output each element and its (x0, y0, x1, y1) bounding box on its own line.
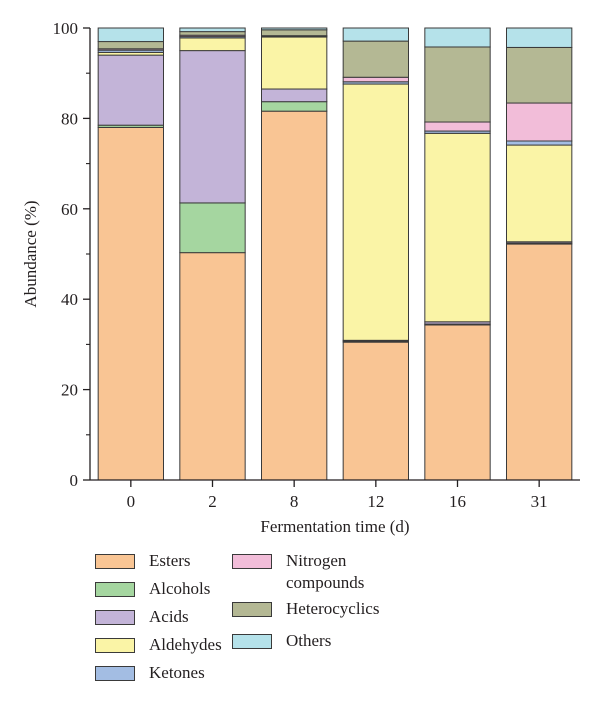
legend-label: Heterocyclics (286, 598, 380, 618)
bar-segment-others-day-12 (342, 27, 409, 42)
bar-segment-aldehydes-day-8 (261, 36, 328, 90)
bar-segment-alcohols-day-2 (179, 202, 246, 254)
legend-item: Heterocyclics (232, 598, 379, 620)
bar-segment-acids-day-8 (261, 88, 328, 103)
legend-item: Nitrogen compounds (232, 550, 364, 594)
legend-item: Alcohols (95, 578, 210, 600)
y-tick-label: 100 (53, 19, 79, 38)
bar-segment-aldehydes-day-16 (424, 132, 491, 323)
y-tick-label: 0 (70, 471, 79, 490)
bar-segment-nitrogen-compounds-day-31 (506, 102, 573, 142)
legend-label: Others (286, 630, 332, 650)
bar-segment-heterocyclics-day-2 (179, 31, 246, 36)
x-tick-label: 16 (449, 492, 466, 511)
bar-segment-acids-day-0 (97, 54, 164, 126)
x-tick-label: 31 (531, 492, 548, 511)
x-axis-title: Fermentation time (d) (260, 517, 409, 536)
bar-segment-others-day-2 (179, 27, 246, 33)
legend-label: Aldehydes (149, 635, 222, 654)
legend-item: Others (232, 630, 331, 652)
legend-item: Ketones (95, 662, 205, 684)
legend-item: Esters (95, 550, 191, 572)
legend-swatch (95, 638, 135, 653)
legend-label: Esters (149, 551, 191, 570)
x-ticks-group: 0 2 8 12 16 31 (127, 480, 548, 511)
bar-segment-alcohols-day-8 (261, 101, 328, 112)
y-ticks-group: 0 20 40 60 80 100 (53, 19, 90, 490)
bar-segment-esters-day-0 (97, 126, 164, 481)
bar-segment-heterocyclics-day-31 (506, 46, 573, 104)
legend-label: Nitrogen compounds (286, 551, 365, 592)
y-tick-label: 20 (61, 381, 78, 400)
legend-swatch (95, 610, 135, 625)
legend-label: Alcohols (149, 579, 211, 598)
legend-item: Acids (95, 606, 189, 628)
y-tick-label: 40 (61, 290, 78, 309)
bar-segment-esters-day-31 (506, 243, 573, 481)
bar-segment-heterocyclics-day-8 (261, 29, 328, 37)
bar-segment-esters-day-8 (261, 110, 328, 481)
legend-swatch (232, 633, 272, 649)
bar-segment-nitrogen-compounds-day-16 (424, 121, 491, 132)
x-tick-label: 0 (127, 492, 136, 511)
bar-segment-aldehydes-day-31 (506, 144, 573, 243)
bar-segment-heterocyclics-day-0 (97, 41, 164, 50)
x-tick-label: 2 (208, 492, 217, 511)
bar-segment-aldehydes-day-12 (342, 83, 409, 341)
legend-swatch (232, 601, 272, 617)
legend-item: Aldehydes (95, 634, 222, 656)
bar-segment-ketones-day-31 (506, 140, 573, 146)
x-tick-label: 8 (290, 492, 299, 511)
legend-swatch (95, 666, 135, 681)
bar-segment-others-day-16 (424, 27, 491, 48)
legend-label: Acids (149, 607, 189, 626)
legend: Esters Alcohols Acids Aldehydes Ketones Nitro… (0, 540, 600, 710)
y-tick-label: 80 (61, 109, 78, 128)
legend-swatch (95, 582, 135, 597)
bar-segment-aldehydes-day-2 (179, 37, 246, 52)
bar-segment-nitrogen-compounds-day-12 (342, 76, 409, 83)
x-tick-label: 12 (367, 492, 384, 511)
y-axis-title: Abundance (%) (21, 200, 40, 307)
bar-segment-others-day-0 (97, 27, 164, 43)
bars-group (97, 27, 573, 481)
bar-segment-esters-day-16 (424, 324, 491, 481)
bar-segment-esters-day-12 (342, 341, 409, 481)
bar-segment-heterocyclics-day-16 (424, 46, 491, 123)
legend-swatch (95, 554, 135, 569)
bar-segment-acids-day-2 (179, 50, 246, 204)
bar-segment-heterocyclics-day-12 (342, 40, 409, 78)
bar-segment-others-day-8 (261, 27, 328, 31)
legend-swatch (232, 554, 272, 569)
legend-label: Ketones (149, 663, 205, 682)
bar-segment-esters-day-2 (179, 252, 246, 481)
bar-segment-others-day-31 (506, 27, 573, 48)
stacked-bar-chart: 0 20 40 60 80 100 0 2 8 12 16 31 Fermentation time… (21, 19, 580, 536)
y-tick-label: 60 (61, 200, 78, 219)
